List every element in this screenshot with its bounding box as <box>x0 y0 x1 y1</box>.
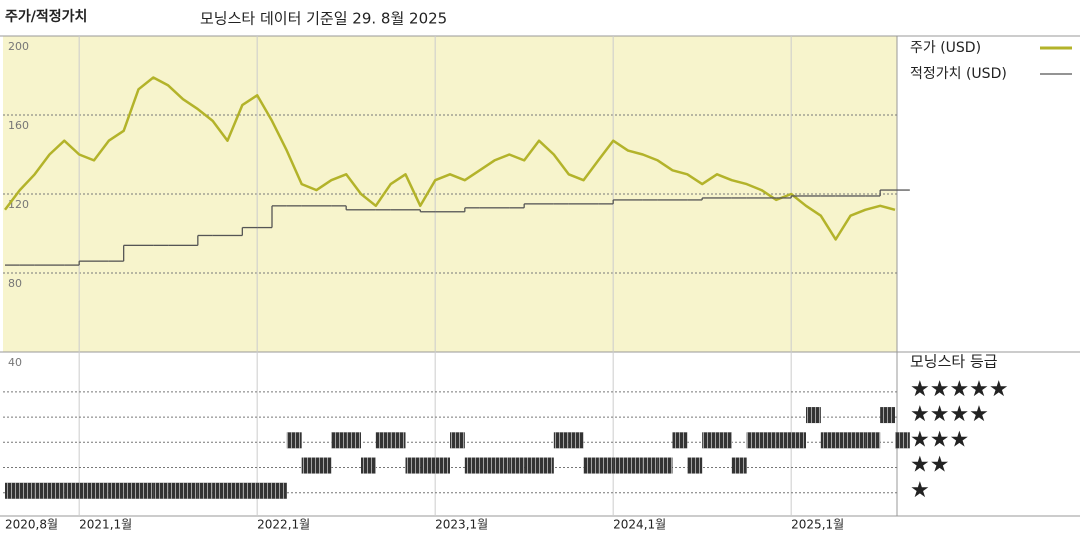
x-tick-label: 2020,8월 <box>5 518 58 532</box>
chart-title: 주가/적정가치 <box>5 8 87 25</box>
bar-texture <box>435 457 450 474</box>
x-tick-label: 2023,1월 <box>435 518 488 532</box>
bar-texture <box>450 432 465 449</box>
bar-texture <box>183 482 198 499</box>
bar-texture <box>509 457 525 474</box>
rating-label: ★★★★ <box>910 402 989 427</box>
bar-texture <box>34 482 50 499</box>
bar-texture <box>895 432 910 449</box>
legend-label: 주가 (USD) <box>910 40 981 56</box>
bar-texture <box>820 432 836 449</box>
bar-texture <box>880 407 895 424</box>
bar-texture <box>568 432 584 449</box>
rating-title: 모닝스타 등급 <box>910 353 998 371</box>
x-tick-label: 2022,1월 <box>257 518 310 532</box>
bar-texture <box>850 432 866 449</box>
bar-texture <box>657 457 673 474</box>
bar-texture <box>553 432 569 449</box>
bar-texture <box>717 432 732 449</box>
bar-texture <box>316 457 332 474</box>
y-tick-label: 120 <box>8 198 29 211</box>
bar-texture <box>168 482 183 499</box>
rating-label: ★★★★★ <box>910 377 1009 402</box>
bar-texture <box>479 457 495 474</box>
bar-texture <box>257 482 272 499</box>
bar-texture <box>642 457 658 474</box>
price-panel <box>3 36 897 352</box>
legend: 주가 (USD)적정가치 (USD)★★★★★★★★★★★★★★★ <box>910 40 1072 503</box>
bar-texture <box>212 482 228 499</box>
bar-texture <box>598 457 614 474</box>
bar-texture <box>79 482 94 499</box>
y-tick-label: 160 <box>8 119 29 132</box>
y-tick-label: 40 <box>8 356 22 369</box>
bar-texture <box>301 457 317 474</box>
bar-texture <box>464 457 480 474</box>
bar-texture <box>628 457 643 474</box>
bar-texture <box>64 482 80 499</box>
bar-texture <box>242 482 258 499</box>
bar-texture <box>405 457 421 474</box>
bar-texture <box>227 482 243 499</box>
bar-texture <box>123 482 139 499</box>
bar-texture <box>138 482 154 499</box>
bar-texture <box>672 432 688 449</box>
bar-texture <box>746 432 762 449</box>
bar-texture <box>835 432 851 449</box>
bar-texture <box>806 407 821 424</box>
x-tick-label: 2021,1월 <box>79 518 132 532</box>
bar-texture <box>494 457 510 474</box>
bar-texture <box>49 482 65 499</box>
y-tick-label: 200 <box>8 40 29 53</box>
bar-texture <box>331 432 347 449</box>
bar-texture <box>687 457 703 474</box>
bar-texture <box>94 482 109 499</box>
rating-label: ★★ <box>910 453 949 478</box>
x-tick-label: 2024,1월 <box>613 518 666 532</box>
marks <box>4 76 910 499</box>
bar-texture <box>153 482 169 499</box>
bar-texture <box>791 432 806 449</box>
rating-label: ★★★ <box>910 427 969 452</box>
bar-texture <box>5 482 20 499</box>
bar-texture <box>361 457 376 474</box>
bar-texture <box>731 457 747 474</box>
rating-label: ★ <box>910 478 930 503</box>
grid: 40 80 120 160 200 2020,8월 2021,1월 2022,1월 2023,1… <box>3 36 897 532</box>
bar-texture <box>286 432 302 449</box>
bar-texture <box>19 482 35 499</box>
bar-texture <box>197 482 213 499</box>
bar-texture <box>539 457 554 474</box>
bar-texture <box>390 432 406 449</box>
bar-texture <box>420 457 436 474</box>
bar-texture <box>702 432 717 449</box>
bar-texture <box>272 482 287 499</box>
bar-texture <box>108 482 124 499</box>
bar-texture <box>613 457 628 474</box>
bar-texture <box>776 432 792 449</box>
bar-texture <box>865 432 881 449</box>
y-tick-label: 80 <box>8 277 22 290</box>
price-line <box>4 76 896 241</box>
bar-texture <box>583 457 599 474</box>
bar-texture <box>346 432 361 449</box>
x-tick-label: 2025,1월 <box>791 518 844 532</box>
bar-texture <box>524 457 539 474</box>
bar-texture <box>375 432 391 449</box>
bar-texture <box>761 432 777 449</box>
legend-label: 적정가치 (USD) <box>910 66 1007 82</box>
chart-subtitle: 모닝스타 데이터 기준일 29. 8월 2025 <box>200 10 447 28</box>
